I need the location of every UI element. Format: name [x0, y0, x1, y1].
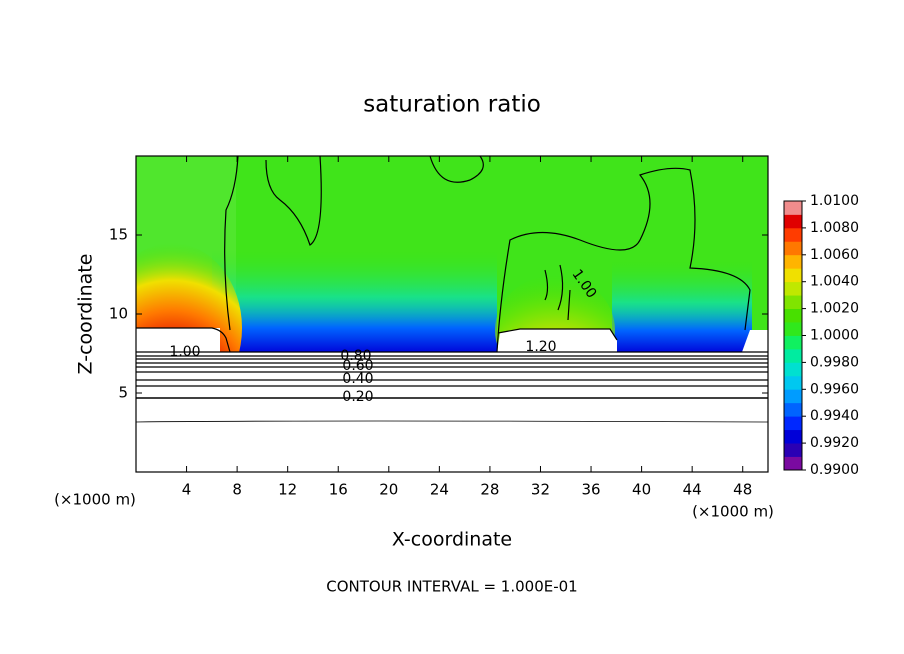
colorbar-band	[784, 429, 802, 444]
colorbar-band	[784, 227, 802, 242]
colorbar-band	[784, 443, 802, 457]
y-axis-label: Z-coordinate	[75, 254, 97, 375]
y-unit: (×1000 m)	[54, 491, 136, 509]
colorbar-band	[784, 416, 802, 431]
colorbar-band	[784, 322, 802, 336]
x-tick-label: 20	[379, 481, 398, 499]
footer: CONTOUR INTERVAL = 1.000E-01	[326, 578, 577, 596]
y-tick-label: 10	[109, 305, 128, 323]
colorbar-band	[784, 362, 802, 377]
colorbar-tick-label: 0.9920	[810, 435, 859, 451]
contour-label: 1.20	[525, 339, 556, 355]
colorbar-band	[784, 241, 802, 256]
contour-label: 1.00	[169, 344, 200, 360]
x-tick-label: 44	[683, 481, 702, 499]
x-tick-label: 24	[430, 481, 449, 499]
x-tick-label: 4	[182, 481, 192, 499]
colorbar-tick-label: 0.9900	[810, 462, 859, 478]
x-tick-label: 12	[278, 481, 297, 499]
colorbar-band	[784, 335, 802, 350]
colorbar-band	[784, 389, 802, 404]
x-tick-label: 40	[632, 481, 651, 499]
colorbar-band	[784, 375, 802, 390]
x-tick-label: 48	[733, 481, 752, 499]
x-tick-label: 32	[531, 481, 550, 499]
colorbar-band	[784, 254, 802, 269]
x-tick-label: 36	[581, 481, 600, 499]
colorbar-band	[784, 456, 802, 471]
y-tick-label: 5	[118, 384, 128, 402]
colorbar-band	[784, 281, 802, 296]
chart-title: saturation ratio	[363, 92, 541, 118]
colorbar-band	[784, 308, 802, 323]
x-tick-label: 8	[232, 481, 242, 499]
y-tick-label: 15	[109, 226, 128, 244]
contour-label: 0.80	[340, 348, 371, 364]
colorbar-band	[784, 268, 802, 283]
colorbar-tick-label: 1.0040	[810, 274, 859, 290]
x-tick-label: 16	[329, 481, 348, 499]
field	[136, 156, 768, 472]
colorbar-tick-label: 1.0000	[810, 328, 859, 344]
colorbar-tick-label: 0.9960	[810, 381, 859, 397]
colorbar-tick-label: 0.9940	[810, 408, 859, 424]
colorbar-band	[784, 214, 802, 229]
x-tick-label: 28	[480, 481, 499, 499]
colorbar-band	[784, 295, 802, 309]
colorbar-tick-label: 1.0020	[810, 301, 859, 317]
colorbar-band	[784, 402, 802, 417]
colorbar-band	[784, 348, 802, 363]
colorbar-tick-label: 1.0100	[810, 193, 859, 209]
colorbar-tick-label: 1.0060	[810, 247, 859, 263]
x-unit: (×1000 m)	[692, 503, 774, 521]
colorbar-tick-label: 1.0080	[810, 220, 859, 236]
colorbar-tick-label: 0.9980	[810, 354, 859, 370]
x-axis-label: X-coordinate	[392, 529, 512, 551]
contour-label: 0.60	[342, 358, 373, 374]
contour-label: 0.40	[342, 371, 373, 387]
colorbar-band	[784, 201, 802, 215]
contour-label: 0.20	[342, 389, 373, 405]
